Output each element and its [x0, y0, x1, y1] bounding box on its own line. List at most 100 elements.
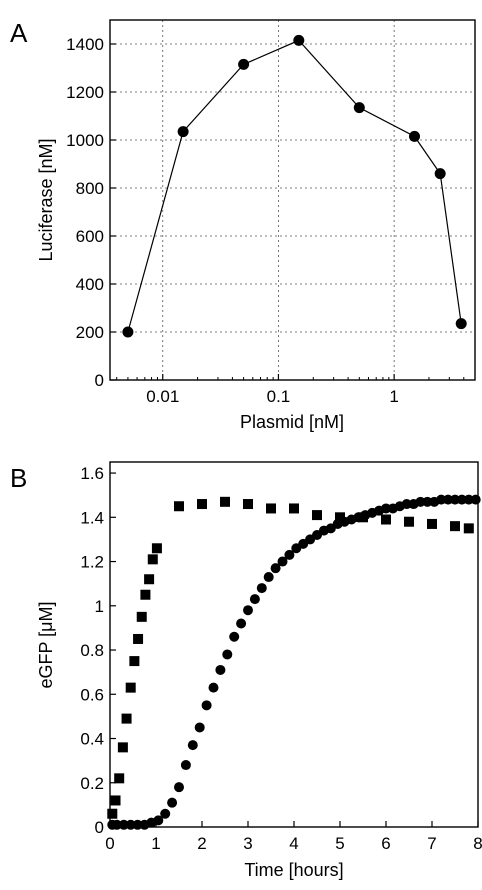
panel-a-y-tick-label: 1000	[66, 131, 104, 150]
panel-b-x-tick-label: 7	[427, 834, 436, 853]
panel-a-data-point	[293, 34, 305, 46]
panel-a-series-line	[127, 39, 462, 333]
panel-b-y-tick-label: 0.2	[80, 774, 104, 793]
panel-b-circle-point	[450, 494, 460, 505]
panel-b-square-point	[117, 742, 128, 753]
panel-a-y-tick-label: 600	[76, 227, 104, 246]
panel-b-square-point	[220, 496, 230, 507]
panel-a-y-tick-label: 1400	[66, 35, 104, 54]
panel-a-data-point	[177, 126, 189, 138]
panel-b-y-tick-label: 0.4	[80, 730, 104, 749]
panel-b-circle-point	[270, 563, 281, 574]
panel-b-circle-point	[277, 556, 288, 567]
panel-a-letter: A	[10, 18, 28, 48]
panel-a-y-axis-label: Luciferase [nM]	[36, 138, 56, 261]
panel-a-data-point	[455, 318, 467, 330]
panel-b-circle-point	[463, 494, 474, 505]
panel-b-circle-point	[194, 722, 205, 733]
panel-a-x-tick-label: 0.01	[146, 387, 179, 406]
panel-b-square-point	[289, 503, 299, 514]
panel-b-y-axis-label: eGFP [μM]	[36, 601, 56, 688]
panel-b-series	[107, 494, 481, 830]
panel-b-circle-point	[187, 740, 198, 751]
panel-b-x-axis-label: Time [hours]	[244, 860, 343, 880]
panel-b-circle-point	[222, 649, 233, 660]
panel-b-circle-point	[167, 797, 178, 808]
panel-b-circle-point	[470, 494, 481, 505]
panel-b-square-point	[174, 501, 184, 512]
panel-b-square-point	[404, 516, 414, 527]
panel-b-square-point	[463, 523, 474, 534]
panel-a-data-point	[122, 326, 134, 338]
panel-b-circle-point	[180, 760, 191, 771]
panel-b-x-tick-label: 8	[473, 834, 482, 853]
panel-b-x-tick-label: 6	[381, 834, 390, 853]
panel-a-data-point	[409, 130, 421, 142]
panel-b-circle-point	[160, 808, 171, 819]
panel-b-square-point	[151, 543, 162, 554]
panel-b-circle-point	[153, 815, 164, 826]
panel-b-circle-point	[243, 605, 253, 616]
panel-a-y-tick-label: 800	[76, 179, 104, 198]
panel-b-square-point	[107, 808, 118, 819]
panel-b-circle-point	[422, 496, 433, 507]
panel-b-square-point	[125, 682, 136, 693]
panel-a-frame	[109, 19, 476, 381]
panel-b-circle-point	[132, 819, 143, 830]
panel-b-square-point	[136, 611, 147, 622]
panel-b-square-point	[147, 554, 158, 565]
panel-a-x-tick-label: 0.1	[267, 387, 291, 406]
panel-b-square-point	[129, 656, 140, 667]
panel-b-chart: B 0 1 2 3 4 5 6 7 8 0 0.2 0.4 0.6 0.8 1 1.2 1.4 1.6 Time …	[10, 461, 482, 880]
panel-b-circle-point	[381, 503, 391, 514]
panel-b-y-tick-label: 1.6	[80, 464, 104, 483]
panel-a-grid	[110, 20, 475, 380]
panel-b-square-point	[133, 633, 144, 644]
panel-b-ticks: 0 1 2 3 4 5 6 7 8 0 0.2 0.4 0.6 0.8 1 1.2 1.4 1.6	[80, 464, 482, 853]
panel-a-y-tick-label: 400	[76, 275, 104, 294]
panel-a-y-tick-label: 200	[76, 323, 104, 342]
panel-b-y-tick-label: 0.8	[80, 641, 104, 660]
panel-b-circle-point	[284, 549, 295, 560]
panel-b-x-tick-label: 2	[197, 834, 206, 853]
panel-b-square-point	[140, 589, 151, 600]
panel-b-circle-point	[229, 631, 240, 642]
panel-a-y-tick-label: 1200	[66, 83, 104, 102]
panel-b-x-tick-label: 0	[105, 834, 114, 853]
panel-b-square-point	[335, 512, 345, 523]
panel-b-circle-point	[443, 494, 454, 505]
panel-b-y-tick-label: 0	[95, 818, 104, 837]
panel-b-square-point	[144, 574, 155, 585]
panel-b-square-point	[266, 503, 276, 514]
panel-b-circle-point	[118, 819, 129, 830]
panel-b-circle-point	[215, 664, 226, 675]
panel-a-data-point	[353, 102, 365, 114]
panel-b-x-tick-label: 5	[335, 834, 344, 853]
panel-b-square-point	[427, 518, 437, 529]
panel-b-square-point	[381, 514, 391, 525]
panel-b-y-tick-label: 1	[95, 597, 104, 616]
panel-b-square-point	[243, 499, 253, 510]
panel-a-series	[122, 34, 467, 338]
panel-a-y-tick-label: 0	[95, 371, 104, 390]
panel-b-circle-point	[256, 583, 267, 594]
panel-b-circle-point	[125, 819, 136, 830]
panel-b-letter: B	[10, 463, 27, 493]
panel-b-circle-point	[401, 499, 412, 510]
panel-a-data-point	[238, 58, 250, 70]
panel-b-x-tick-label: 4	[289, 834, 298, 853]
panel-b-circle-point	[436, 494, 447, 505]
panel-a-ticks: 0.01 0.1 1 0 200 400 600 800 1000 1200 1400	[66, 35, 465, 406]
panel-b-square-point	[450, 521, 460, 532]
panel-b-square-point	[110, 795, 121, 806]
panel-b-y-tick-label: 0.6	[80, 685, 104, 704]
panel-b-circle-point	[201, 700, 212, 711]
panel-b-circle-point	[415, 496, 426, 507]
panel-b-circle-point	[249, 594, 260, 605]
panel-a-data-point	[434, 168, 446, 180]
panel-b-square-point	[197, 499, 207, 510]
panel-b-y-tick-label: 1.4	[80, 508, 104, 527]
panel-a-x-tick-label: 1	[389, 387, 398, 406]
panel-b-circle-point	[208, 682, 219, 693]
